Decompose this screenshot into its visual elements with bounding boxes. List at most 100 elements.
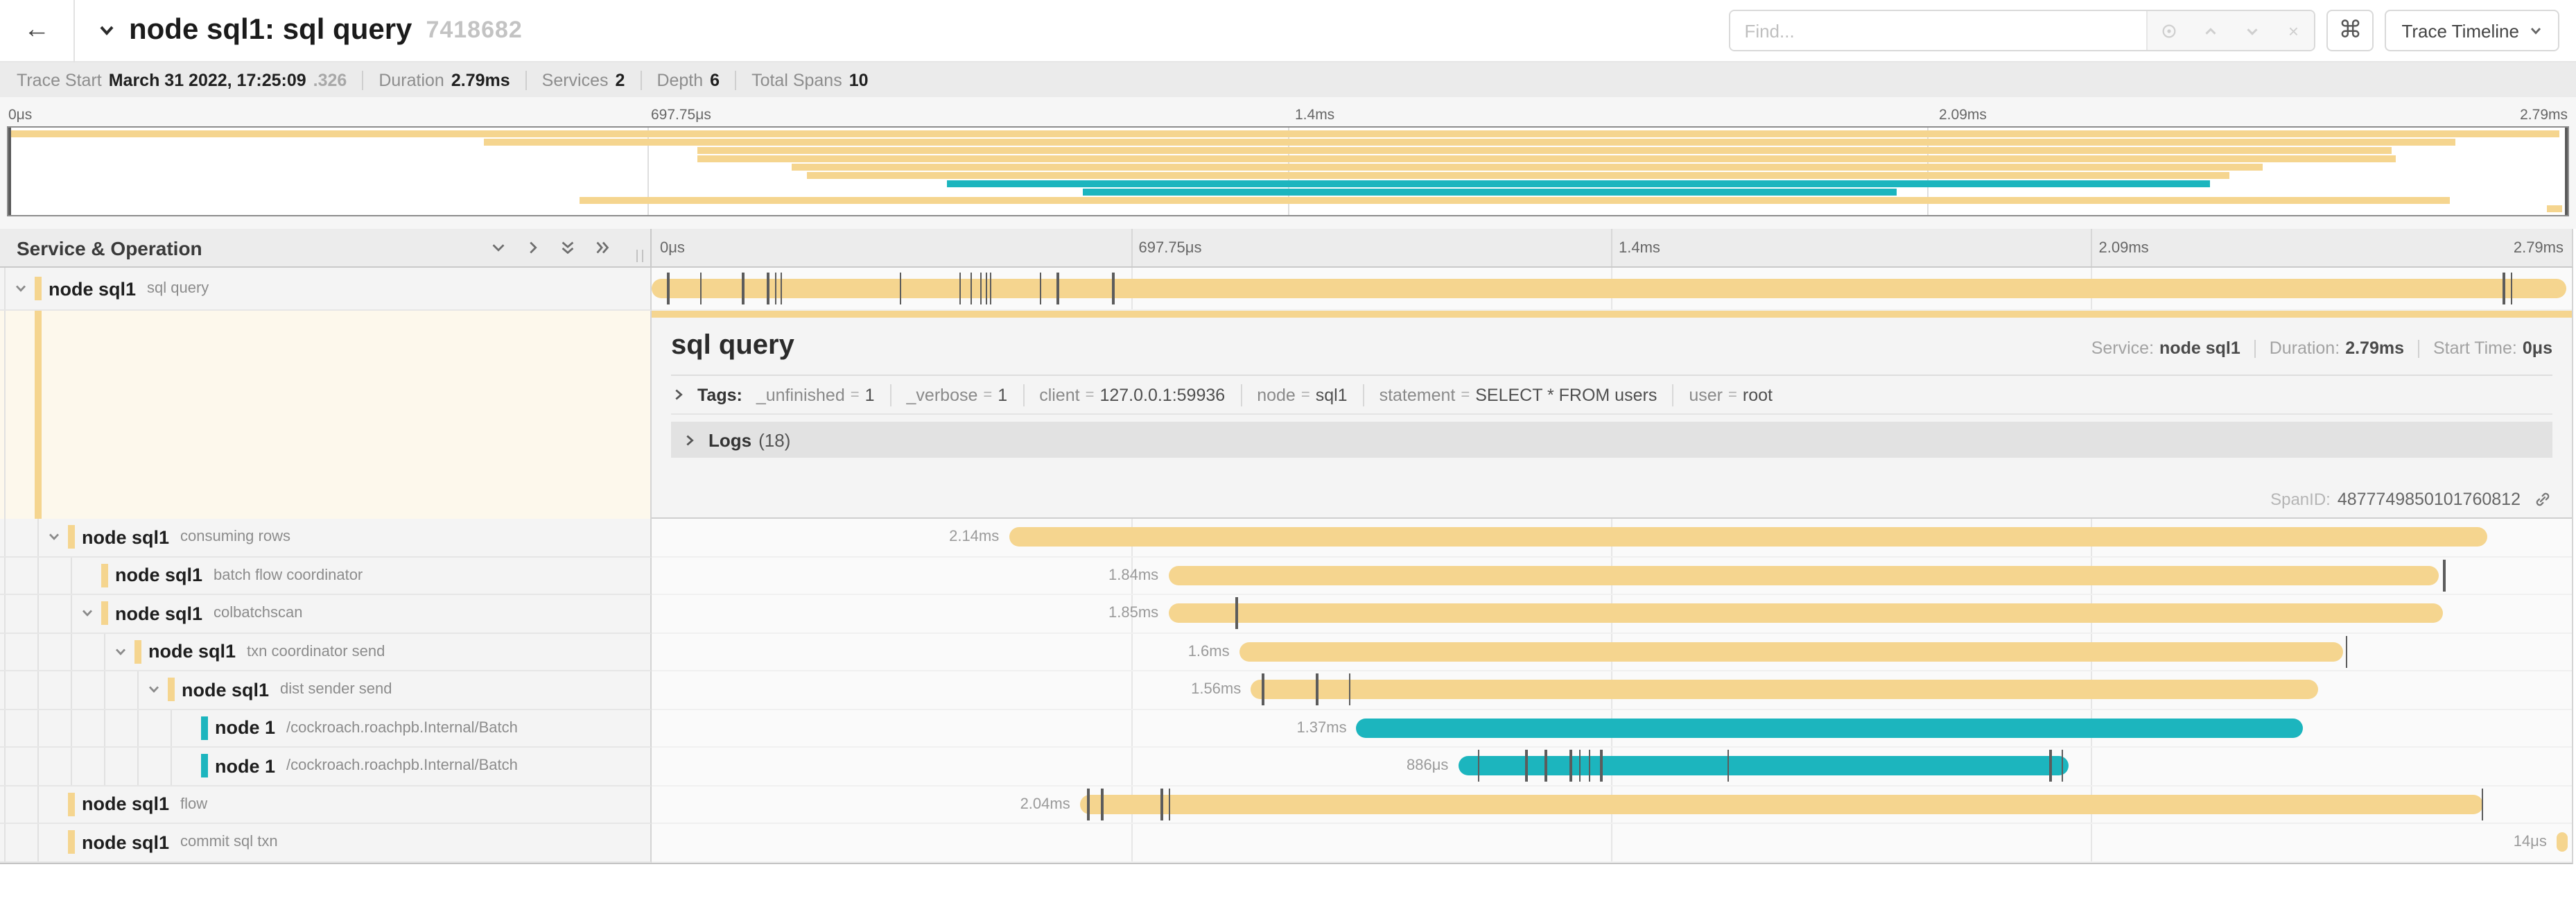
next-result-chevron-down-icon[interactable] — [2231, 11, 2272, 50]
log-marker[interactable] — [1262, 673, 1264, 706]
chevron-down-icon[interactable] — [14, 282, 28, 295]
log-marker[interactable] — [1525, 750, 1528, 782]
span-timeline-cell[interactable]: 886μs — [652, 748, 2572, 786]
log-marker[interactable] — [2503, 273, 2505, 304]
span-detail-content: sql query Service: node sql1 Duration: 2… — [652, 311, 2572, 519]
span-tree-item[interactable]: node sql1 txn coordinator send — [0, 633, 652, 671]
chevron-down-icon[interactable] — [47, 531, 61, 544]
span-tree-item[interactable]: node sql1 dist sender send — [0, 671, 652, 710]
log-marker[interactable] — [1316, 673, 1319, 706]
span-timeline-cell[interactable]: 2.14ms — [652, 519, 2572, 557]
span-id-label: SpanID: — [2270, 490, 2331, 509]
log-marker[interactable] — [742, 273, 745, 304]
prev-result-chevron-up-icon[interactable] — [2189, 11, 2231, 50]
keyboard-shortcuts-button[interactable]: ⌘ — [2326, 10, 2374, 51]
tag-equals: = — [1300, 386, 1310, 403]
time-tick-label: 2.79ms — [2513, 239, 2564, 256]
locate-icon[interactable] — [2148, 11, 2189, 50]
clear-search-icon[interactable]: × — [2288, 20, 2299, 41]
back-button[interactable]: ← — [0, 0, 75, 62]
chevron-down-icon[interactable] — [147, 683, 161, 697]
collapse-one-chevron-down-icon[interactable] — [489, 239, 507, 257]
span-tree-item[interactable]: node sql1 colbatchscan — [0, 595, 652, 633]
span-bar[interactable] — [1079, 794, 2484, 814]
log-marker[interactable] — [1056, 273, 1059, 304]
find-controls: × — [2146, 11, 2315, 50]
log-marker[interactable] — [1112, 273, 1115, 304]
log-marker[interactable] — [1600, 750, 1603, 782]
logs-accordion[interactable]: Logs (18) — [671, 422, 2552, 458]
log-marker[interactable] — [985, 273, 988, 304]
log-marker[interactable] — [989, 273, 992, 304]
span-bar[interactable] — [1168, 603, 2444, 624]
tags-accordion[interactable]: Tags: _unfinished = 1 _verbose = 1 client = 127.… — [671, 376, 2552, 415]
log-marker[interactable] — [699, 273, 702, 304]
span-timeline-cell[interactable]: 14μs — [652, 824, 2572, 862]
span-bar[interactable] — [1168, 565, 2439, 585]
log-marker[interactable] — [1569, 750, 1572, 782]
log-marker[interactable] — [1039, 273, 1042, 304]
log-marker[interactable] — [980, 273, 982, 304]
log-marker[interactable] — [959, 273, 961, 304]
log-marker[interactable] — [667, 273, 670, 304]
minimap-span-bar — [947, 180, 2210, 187]
log-marker[interactable] — [767, 273, 769, 304]
log-marker[interactable] — [970, 273, 973, 304]
span-bar[interactable] — [1251, 680, 2319, 700]
log-marker[interactable] — [2481, 788, 2484, 820]
span-tree-item[interactable]: node 1/cockroach.roachpb.Internal/Batch — [0, 748, 652, 786]
span-bar[interactable] — [652, 279, 2566, 298]
span-tree-item[interactable]: node sql1 batch flow coordinator — [0, 557, 652, 595]
minimap-right-drag-handle[interactable] — [2565, 128, 2568, 215]
span-tree-item[interactable]: node sql1 sql query — [0, 268, 652, 311]
view-select-button[interactable]: Trace Timeline — [2385, 10, 2559, 51]
span-timeline-cell[interactable]: 1.6ms — [652, 633, 2572, 671]
span-bar[interactable] — [1356, 718, 2304, 738]
span-tree-item[interactable]: node sql1 commit sql txn — [0, 824, 652, 862]
span-tree-item[interactable]: node sql1 flow — [0, 786, 652, 824]
trace-title-chevron-down-icon[interactable] — [97, 21, 116, 40]
log-marker[interactable] — [780, 273, 783, 304]
log-marker[interactable] — [2345, 635, 2348, 668]
log-marker[interactable] — [1168, 788, 1171, 820]
log-marker[interactable] — [1087, 788, 1090, 820]
span-bar[interactable] — [1009, 527, 2488, 547]
log-marker[interactable] — [1235, 597, 1238, 630]
span-bar[interactable] — [2556, 832, 2568, 852]
log-marker[interactable] — [1348, 673, 1351, 706]
span-timeline-cell[interactable]: 1.84ms — [652, 557, 2572, 595]
span-timeline-cell[interactable]: 2.04ms — [652, 786, 2572, 824]
log-marker[interactable] — [1477, 750, 1480, 782]
span-timeline-cell[interactable] — [652, 268, 2572, 311]
log-marker[interactable] — [2061, 750, 2064, 782]
log-marker[interactable] — [1578, 750, 1581, 782]
span-timeline-cell[interactable]: 1.56ms — [652, 671, 2572, 710]
log-marker[interactable] — [1101, 788, 1104, 820]
log-marker[interactable] — [2049, 750, 2052, 782]
span-timeline-cell[interactable]: 1.37ms — [652, 710, 2572, 748]
span-bar[interactable] — [1458, 756, 2069, 776]
time-tick-label: 0μs — [8, 107, 33, 123]
minimap-canvas[interactable] — [7, 126, 2569, 216]
span-tree-item[interactable]: node 1/cockroach.roachpb.Internal/Batch — [0, 710, 652, 748]
column-resizer-grip[interactable] — [636, 250, 643, 262]
span-timeline-cell[interactable]: 1.85ms — [652, 595, 2572, 633]
log-marker[interactable] — [1544, 750, 1547, 782]
span-tree-item[interactable]: node sql1 consuming rows — [0, 519, 652, 557]
log-marker[interactable] — [1588, 750, 1591, 782]
log-marker[interactable] — [2443, 559, 2446, 592]
log-marker[interactable] — [899, 273, 902, 304]
log-marker[interactable] — [1160, 788, 1163, 820]
find-input[interactable] — [1730, 11, 2147, 50]
expand-all-double-chevron-right-icon[interactable] — [593, 239, 611, 257]
log-marker[interactable] — [1727, 750, 1730, 782]
collapse-all-double-chevron-down-icon[interactable] — [559, 239, 577, 257]
link-icon[interactable] — [2533, 490, 2552, 509]
minimap-left-drag-handle[interactable] — [8, 128, 11, 215]
expand-one-chevron-right-icon[interactable] — [524, 239, 542, 257]
span-bar[interactable] — [1239, 642, 2344, 662]
log-marker[interactable] — [774, 273, 777, 304]
log-marker[interactable] — [2510, 273, 2513, 304]
chevron-down-icon[interactable] — [114, 645, 128, 659]
chevron-down-icon[interactable] — [80, 607, 94, 621]
